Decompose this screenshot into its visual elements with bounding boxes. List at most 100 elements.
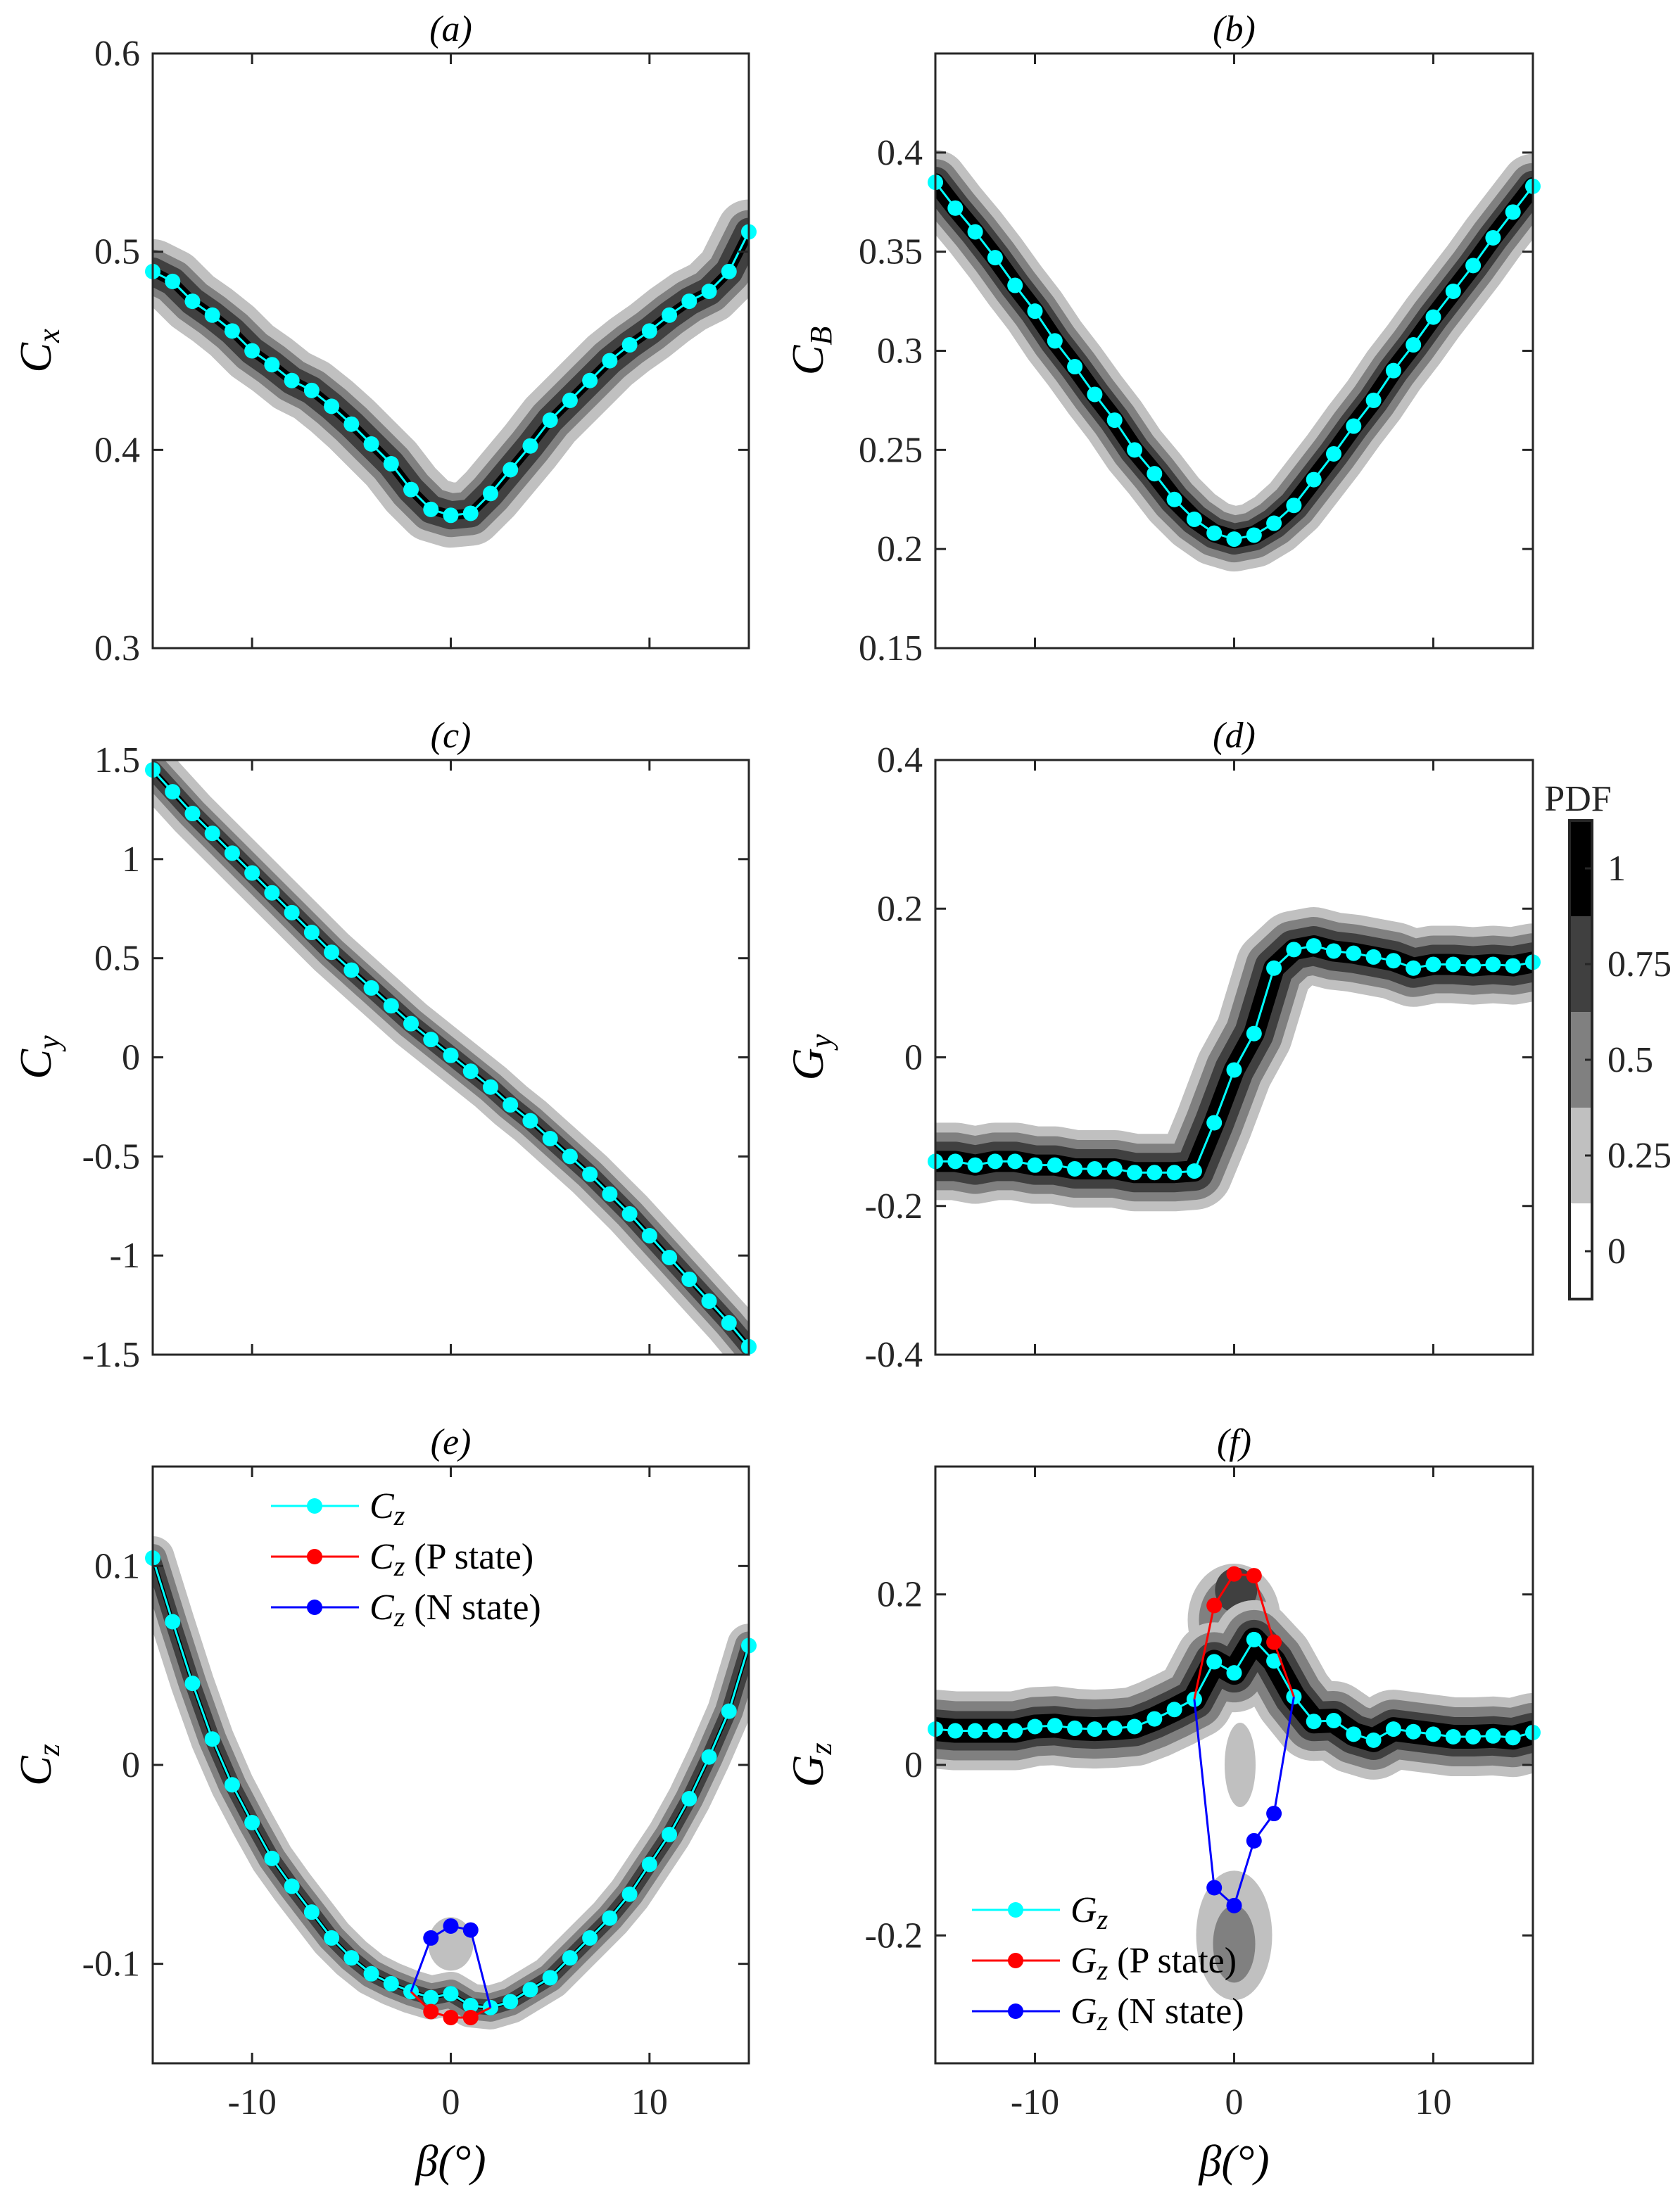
y-label-sub: z <box>804 1742 838 1755</box>
data-point <box>383 1975 399 1992</box>
data-point <box>582 1166 598 1182</box>
data-point <box>1365 949 1382 965</box>
data-point <box>562 392 578 408</box>
y-label-sub: z <box>32 1744 66 1756</box>
data-point <box>284 1878 300 1894</box>
data-point <box>423 1032 439 1048</box>
legend-label: Gz <box>1070 1890 1109 1935</box>
data-point <box>244 865 260 881</box>
data-point <box>1047 1157 1063 1173</box>
data-point <box>947 1153 964 1170</box>
data-point <box>1266 1634 1282 1650</box>
data-point <box>1485 229 1501 246</box>
legend-marker <box>1008 1953 1023 1968</box>
pdf-gap <box>1224 1723 1256 1807</box>
panel-title: (f) <box>1217 1422 1251 1462</box>
panel-f: -10 0 10 -0.2 0 0.2 (f) Gz β(°) Gz Gz (P state) Gz … <box>783 1422 1541 2186</box>
data-point <box>1425 309 1441 325</box>
pdf-contours <box>935 150 1533 572</box>
y-label-sub: B <box>804 327 838 346</box>
y-label-main: G <box>783 1048 833 1080</box>
data-point <box>1326 943 1341 959</box>
data-point <box>1226 1665 1242 1681</box>
data-point <box>443 1986 459 2002</box>
data-point <box>1266 515 1282 531</box>
data-point <box>1505 204 1521 220</box>
pdf-band-3 <box>935 167 1533 555</box>
series-0 <box>928 938 1541 1181</box>
series-0 <box>928 175 1541 547</box>
legend-label: Cz (N state) <box>370 1588 541 1633</box>
data-point <box>721 1315 737 1331</box>
data-point <box>224 1777 240 1793</box>
data-point <box>1346 418 1362 434</box>
data-point <box>1127 1718 1142 1735</box>
y-tick-label: -0.2 <box>865 1186 923 1227</box>
colorbar-tick-label: 0.25 <box>1608 1136 1672 1176</box>
data-point <box>1027 1157 1043 1173</box>
data-point <box>1406 337 1422 353</box>
data-point <box>1206 1880 1223 1896</box>
data-point <box>1127 1165 1142 1181</box>
data-point <box>602 1186 618 1202</box>
data-point <box>204 825 220 842</box>
y-axis-label: Gz <box>783 1742 838 1787</box>
y-label-sub: y <box>32 1035 66 1052</box>
data-point <box>1266 960 1282 976</box>
data-point <box>284 372 300 388</box>
series-line <box>1193 1573 1295 1700</box>
data-point <box>363 980 379 996</box>
y-tick-label: -0.5 <box>82 1137 140 1177</box>
data-point <box>264 1850 280 1866</box>
y-tick-label: 0.1 <box>94 1546 140 1586</box>
y-tick-label: 0.6 <box>94 34 140 74</box>
x-tick-label: -10 <box>228 2082 277 2122</box>
data-point <box>1226 531 1242 547</box>
data-point <box>1326 445 1341 462</box>
series-2 <box>1193 1696 1295 1913</box>
data-point <box>1346 1726 1362 1742</box>
data-point <box>947 1723 964 1739</box>
legend: Gz Gz (P state) Gz (N state) <box>972 1890 1244 2037</box>
y-tick-label: 0.5 <box>94 939 140 979</box>
data-point <box>1027 1718 1043 1735</box>
series-0 <box>145 224 757 524</box>
data-point <box>1286 942 1302 958</box>
data-point <box>1505 958 1521 974</box>
data-point <box>1206 525 1223 541</box>
data-point <box>1326 1713 1341 1729</box>
panel-d: -0.4 -0.2 0 0.2 0.4 (d) Gy <box>783 716 1541 1375</box>
data-point <box>721 263 737 279</box>
data-point <box>621 337 638 353</box>
legend-marker <box>1008 2003 1023 2019</box>
data-point <box>1226 1062 1242 1078</box>
panel-title: (e) <box>431 1422 472 1462</box>
data-point <box>1465 258 1482 274</box>
data-point <box>403 481 419 498</box>
y-tick-label: 0.4 <box>877 133 923 173</box>
data-point <box>503 1097 519 1113</box>
y-tick-label: -1.5 <box>82 1335 140 1375</box>
data-point <box>967 1723 983 1739</box>
y-label-sub: y <box>804 1034 838 1051</box>
data-point <box>542 1130 558 1146</box>
panel-title: (a) <box>429 9 472 49</box>
pdf-band-1 <box>935 150 1533 572</box>
data-point <box>443 1047 459 1063</box>
data-point <box>1147 1711 1163 1727</box>
data-point <box>1226 1897 1242 1913</box>
data-point <box>701 1749 717 1765</box>
data-point <box>1465 958 1482 974</box>
y-label-main: C <box>11 1049 61 1079</box>
data-point <box>204 1731 220 1747</box>
data-point <box>522 1982 538 1998</box>
data-point <box>1166 1702 1182 1718</box>
data-point <box>1186 1163 1202 1179</box>
data-point <box>1246 1631 1262 1647</box>
data-point <box>482 486 498 502</box>
data-point <box>641 323 657 339</box>
colorbar-tick-label: 0.5 <box>1608 1040 1653 1080</box>
data-point <box>462 1998 479 2014</box>
legend-marker <box>307 1600 322 1615</box>
data-point <box>967 1157 983 1173</box>
